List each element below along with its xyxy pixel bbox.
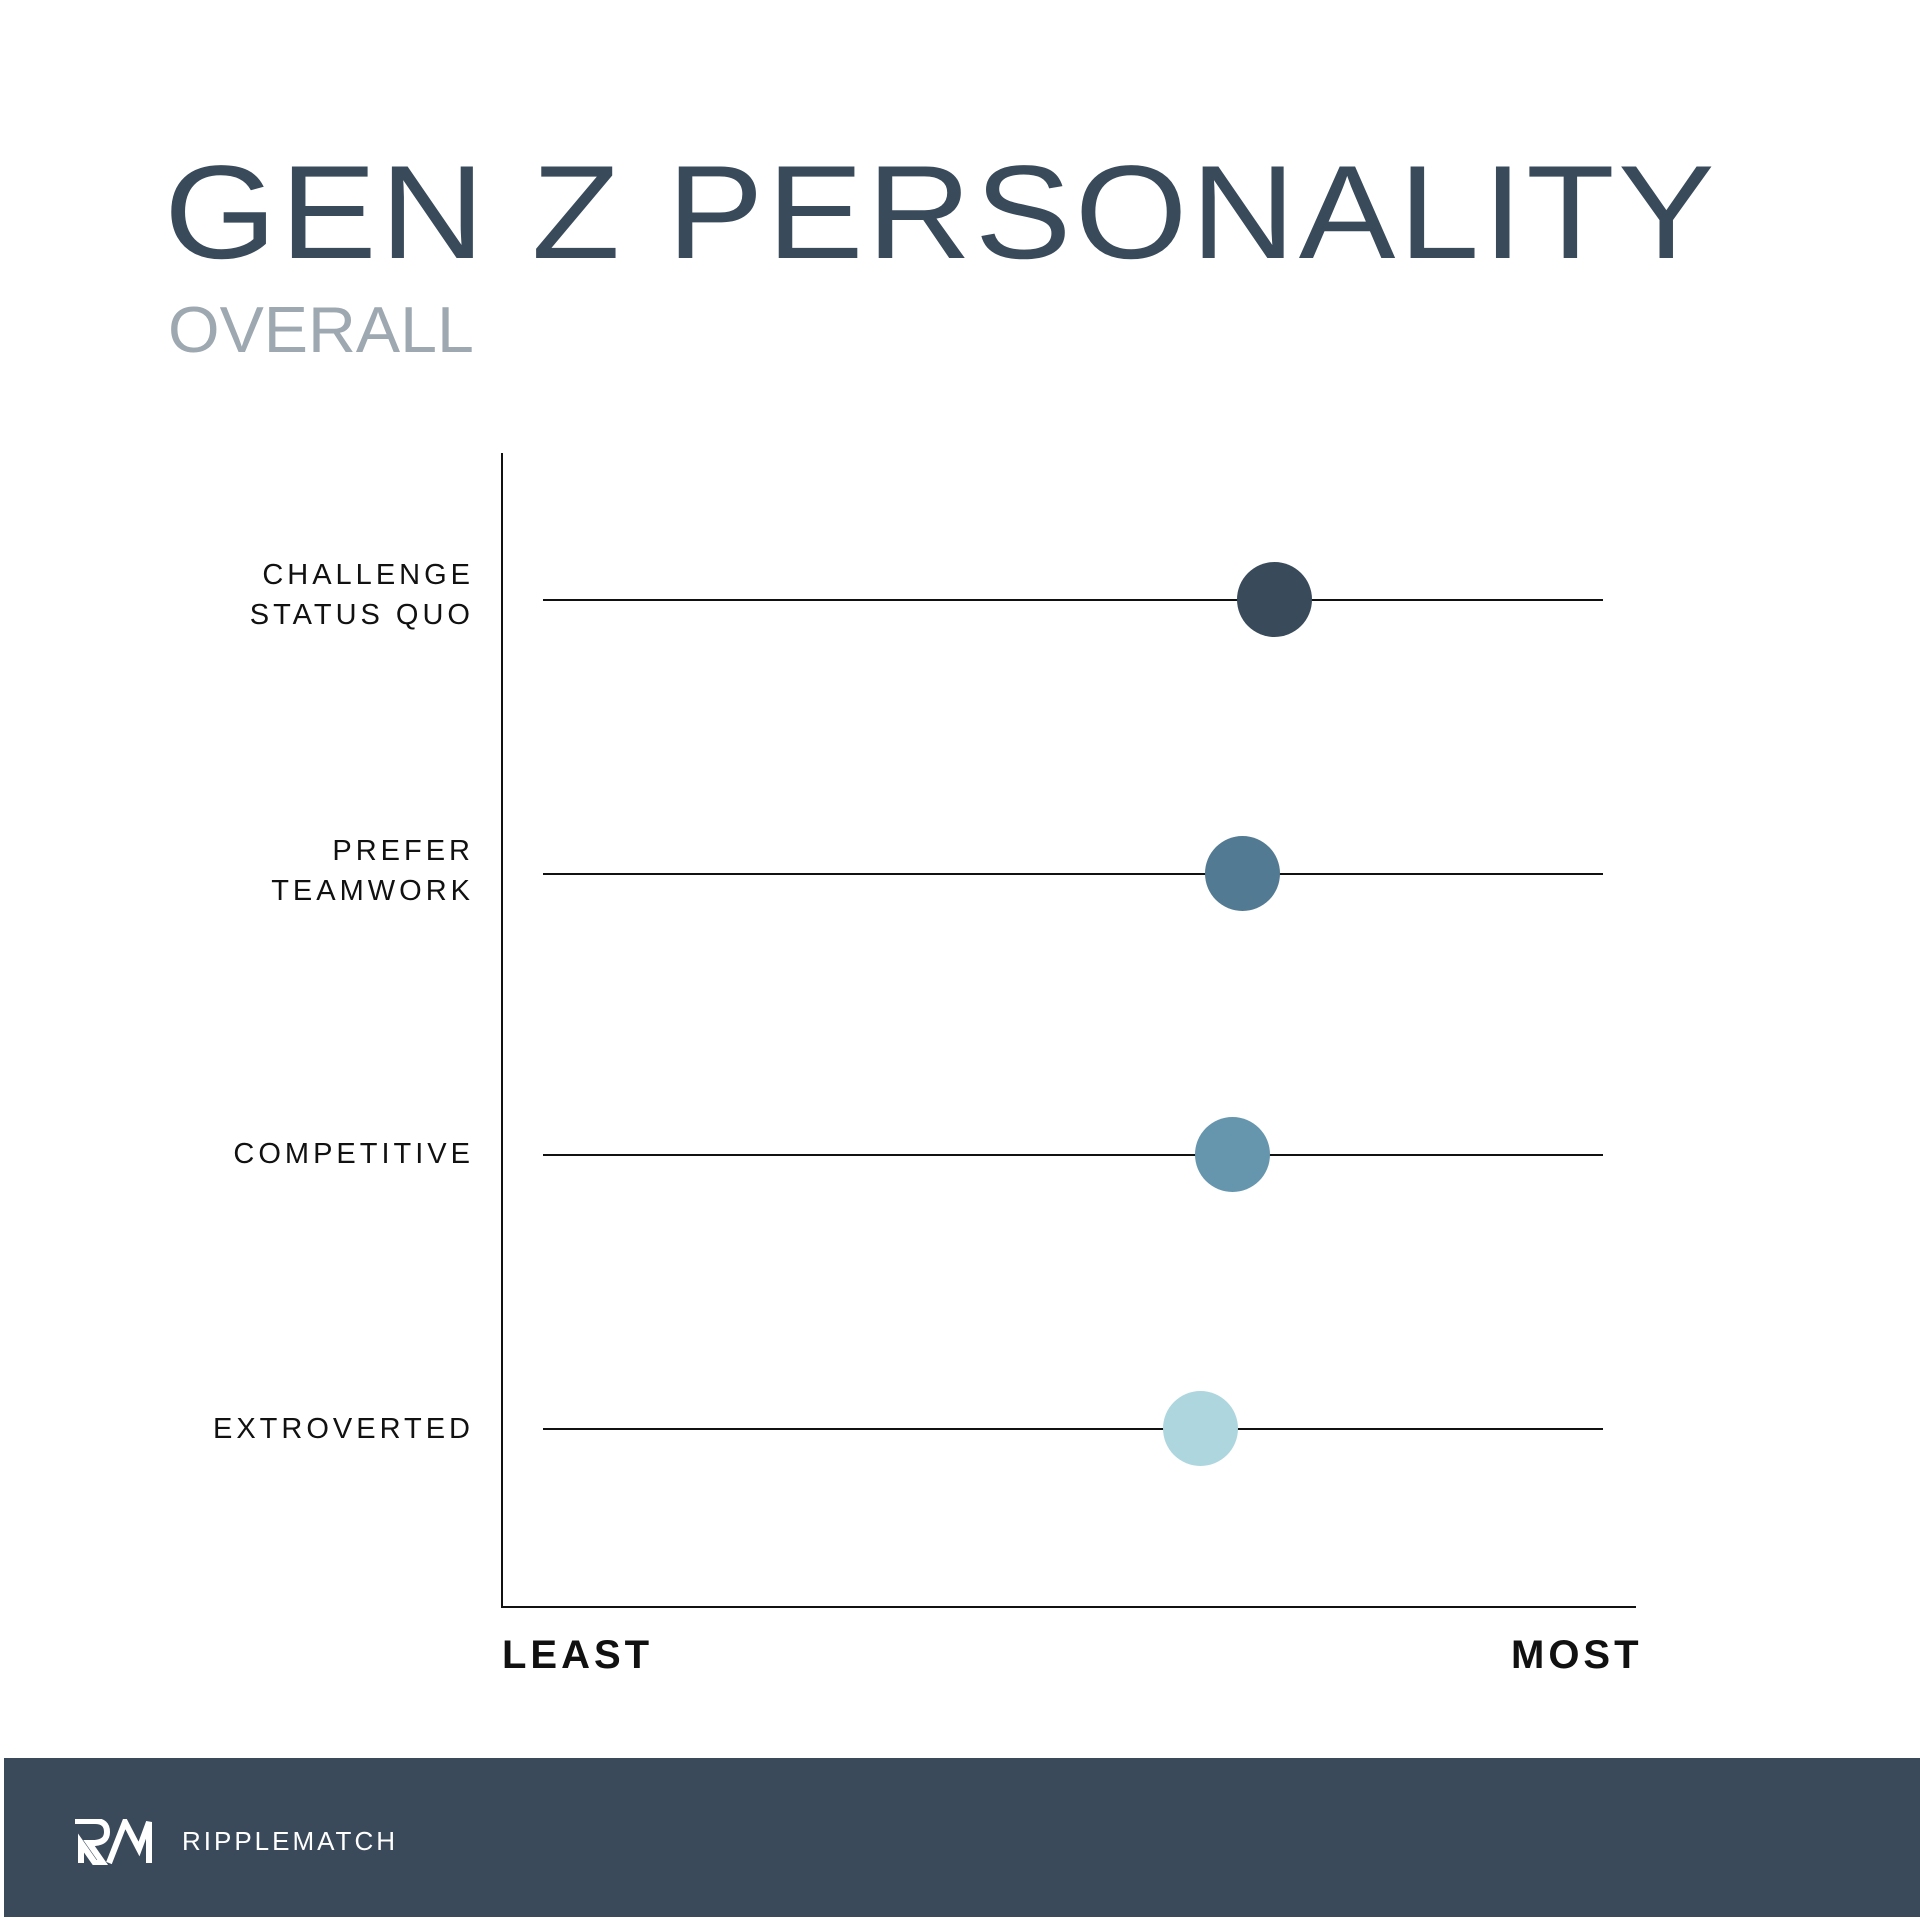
row-line-competitive — [543, 1154, 1603, 1156]
row-line-prefer-teamwork — [543, 873, 1603, 875]
page-title: GEN Z PERSONALITY — [164, 139, 1718, 287]
dot-plot-chart: CHALLENGE STATUS QUO PREFER TEAMWORK COM… — [212, 453, 1643, 1677]
row-label-challenge-status-quo: CHALLENGE STATUS QUO — [249, 559, 474, 631]
y-axis-line — [501, 453, 503, 1608]
rm-monogram-icon — [75, 1819, 152, 1865]
row-line-challenge-status-quo — [543, 599, 1603, 601]
page-subtitle: OVERALL — [168, 293, 474, 366]
row-label-extroverted: EXTROVERTED — [212, 1413, 474, 1445]
brand-name: RIPPLEMATCH — [182, 1826, 398, 1856]
footer-bar: RIPPLEMATCH — [4, 1758, 1920, 1917]
data-point-extroverted — [1162, 1391, 1238, 1466]
data-point-prefer-teamwork — [1205, 836, 1281, 911]
data-point-challenge-status-quo — [1236, 562, 1312, 637]
row-line-extroverted — [543, 1428, 1603, 1430]
row-label-prefer-teamwork: PREFER TEAMWORK — [271, 835, 474, 907]
x-axis-max-label: MOST — [1511, 1633, 1643, 1677]
row-label-competitive: COMPETITIVE — [233, 1138, 474, 1170]
x-axis-line — [501, 1606, 1636, 1608]
x-axis-min-label: LEAST — [502, 1633, 654, 1677]
data-point-competitive — [1194, 1117, 1270, 1192]
